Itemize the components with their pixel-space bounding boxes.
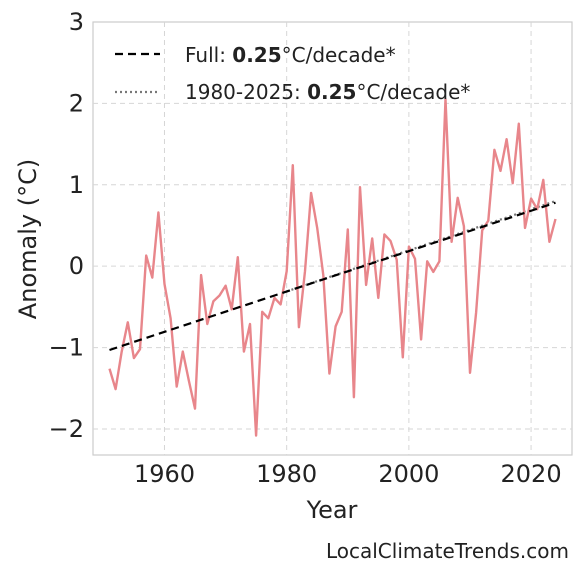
legend: Full: 0.25°C/decade* 1980-2025: 0.25°C/d… [115,43,470,104]
y-tick-label: −2 [49,415,84,443]
trend-line-full [109,201,556,352]
anomaly-series [108,98,557,437]
x-tick-label: 1960 [134,460,195,488]
x-tick-label: 2020 [501,460,562,488]
legend-entry-full: Full: 0.25°C/decade* [185,43,396,67]
watermark: LocalClimateTrends.com [326,539,569,563]
y-tick-label: 2 [69,89,84,117]
y-tick-labels: −2 −1 0 1 2 3 [49,8,84,443]
y-tick-label: 3 [69,8,84,36]
y-axis-label: Anomaly (°C) [14,159,42,319]
x-axis-label: Year [306,496,358,524]
y-tick-label: 0 [69,252,84,280]
trend-full [109,201,556,352]
x-tick-label: 1980 [256,460,317,488]
x-tick-labels: 1960 1980 2000 2020 [134,460,562,488]
anomaly-line [108,98,557,437]
y-tick-label: −1 [49,334,84,362]
plot-frame [92,21,573,456]
y-tick-label: 1 [69,171,84,199]
legend-entry-recent: 1980-2025: 0.25°C/decade* [185,80,470,104]
x-tick-label: 2000 [378,460,439,488]
